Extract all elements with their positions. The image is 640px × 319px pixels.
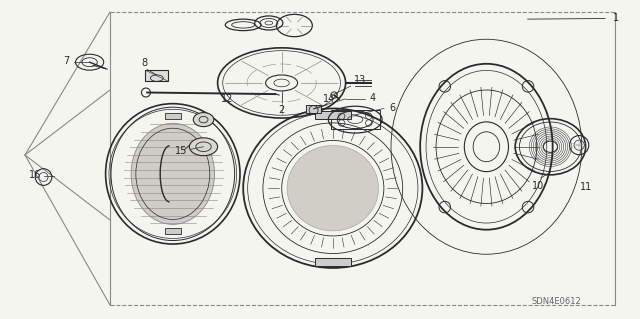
Text: SDN4E0612: SDN4E0612 [532,297,582,306]
Text: 10: 10 [531,181,544,191]
Text: 2: 2 [278,105,285,115]
Text: 6: 6 [389,103,396,113]
Text: 11: 11 [579,182,592,192]
Bar [165,228,181,234]
Text: 13: 13 [354,75,366,85]
Text: 7: 7 [63,56,69,66]
Ellipse shape [131,123,214,224]
Text: 16: 16 [29,170,42,180]
Ellipse shape [193,113,214,127]
Bar [145,70,168,81]
Bar [315,111,351,119]
Bar [165,113,181,119]
Text: 8: 8 [141,58,147,68]
Text: 12: 12 [221,94,234,104]
Text: 15: 15 [175,145,188,156]
Bar [306,105,321,113]
Bar [315,257,351,266]
Bar [331,110,380,129]
Text: 1: 1 [613,12,620,23]
Ellipse shape [287,145,378,231]
Ellipse shape [189,138,218,156]
Text: 14: 14 [323,94,335,104]
Text: 4: 4 [370,93,376,103]
